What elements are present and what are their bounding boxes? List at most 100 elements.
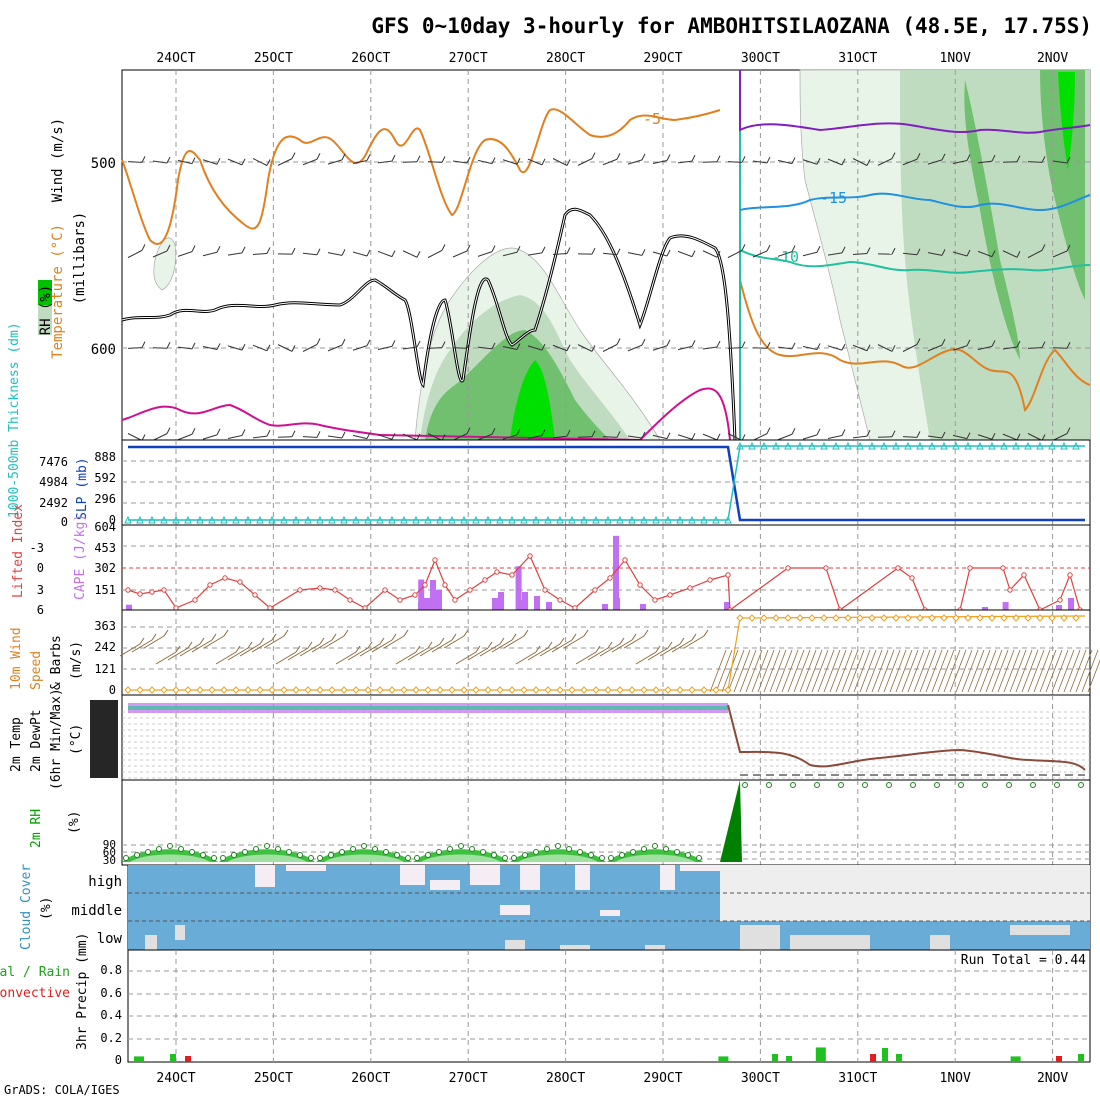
wind-barb (327, 153, 346, 165)
wind-barb (877, 247, 896, 255)
rh2m-point (814, 782, 820, 788)
wind-barb (902, 338, 921, 352)
li-point (967, 565, 973, 571)
rh2m-point (652, 843, 658, 849)
wind-speed-marker (1036, 614, 1044, 622)
thickness-marker (556, 515, 564, 524)
wind-barb (502, 246, 521, 257)
thickness-marker (892, 441, 900, 450)
wind-barb (647, 647, 669, 661)
rh2m-point (766, 782, 772, 788)
wind-barb (175, 645, 181, 653)
wind-barb (1033, 649, 1051, 693)
wind-barb (643, 629, 649, 637)
wind-barb (1027, 156, 1046, 163)
wind-barb (775, 649, 793, 693)
thickness-marker (964, 441, 972, 450)
li-point (687, 585, 693, 591)
contour-label-minus10: -10 (772, 248, 799, 266)
wind-barb (787, 649, 805, 693)
rh2m-panel: 90 60 30 2m RH (%) (29, 779, 1091, 867)
thickness-line (124, 441, 1085, 524)
wind-barb (1003, 649, 1021, 693)
wind-speed-marker (628, 686, 636, 694)
thickness-marker (904, 441, 912, 450)
wind-barb (563, 635, 585, 649)
wind-barb (627, 153, 646, 165)
li-point (382, 587, 388, 593)
cape-bar (424, 598, 430, 610)
wind-speed-marker (904, 614, 912, 622)
cape-bar (418, 579, 425, 610)
precip-panel-frame (127, 949, 1091, 1063)
rh2m-point (328, 852, 334, 858)
rh2m-point (577, 849, 583, 855)
cape-bar (1002, 602, 1009, 610)
thickness-marker (880, 441, 888, 450)
lifted-index-line (125, 553, 1083, 613)
wind-barb (452, 342, 471, 349)
thickness-marker (616, 515, 624, 524)
wind-barb (1052, 156, 1071, 164)
wind-barb (403, 629, 409, 637)
cloud-panel: high middle low Cloud Cover (%) (19, 864, 1091, 951)
temp-contour-purple (739, 70, 1091, 134)
wind-barb (602, 338, 621, 352)
rh2m-point (167, 843, 173, 849)
wind-barb (427, 156, 446, 163)
cloud-block (505, 940, 525, 950)
wind-speed-marker (892, 614, 900, 622)
wind-barb (139, 637, 145, 645)
wind-speed-marker (928, 614, 936, 622)
wind10-tick-121: 121 (94, 662, 116, 676)
rh2m-point (211, 855, 217, 861)
wind-barb (419, 643, 441, 657)
wind-barb (539, 643, 561, 657)
wind-barb (259, 637, 265, 645)
wind-barb (745, 649, 763, 693)
precip-tick-0.6: 0.6 (100, 986, 122, 1000)
wind-speed-marker (232, 686, 240, 694)
ylabel-cape: CAPE (J/kg) (73, 514, 88, 600)
thickness-marker (832, 441, 840, 450)
rh2m-tick-30: 30 (103, 854, 116, 867)
ylabel-wind10-line1: 10m Wind (9, 627, 24, 690)
wind-barb (802, 158, 821, 165)
wind-barb (559, 637, 565, 645)
wind-speed-marker (736, 614, 744, 622)
wind-barb (602, 248, 621, 256)
wind-barb (865, 649, 883, 693)
cloud-block (255, 865, 275, 887)
thickness-marker (1048, 441, 1056, 450)
ylabel-rh: RH (%) (38, 285, 54, 336)
wind-barb (571, 633, 577, 641)
cloud-layer-middle: middle (71, 903, 122, 919)
slp-tick-592: 592 (94, 471, 116, 485)
rh2m-point (599, 855, 605, 861)
li-point (207, 582, 213, 588)
cape-bar (1056, 605, 1062, 610)
wind-speed-marker (364, 686, 372, 694)
wind-barb (677, 433, 696, 440)
thickness-marker (436, 515, 444, 524)
wind10-tick-0: 0 (109, 683, 116, 697)
wind-barb (727, 156, 746, 163)
wind-barb (877, 152, 896, 166)
wind-barb (327, 249, 346, 256)
wind-speed-marker (676, 686, 684, 694)
ylabel-wind10-unit: (m/s) (69, 641, 84, 680)
rh2m-point (608, 855, 614, 861)
wind-barb (583, 629, 589, 637)
thickness-marker (1060, 441, 1068, 450)
li-point (467, 587, 473, 593)
wind-barb (452, 427, 471, 441)
temp2m-grid (122, 695, 1090, 780)
wind-barb (527, 246, 546, 256)
thickness-marker (976, 441, 984, 450)
upper-wind-barbs (127, 152, 1071, 441)
thickness-marker (124, 515, 132, 524)
pressure-tick-500: 500 (91, 156, 116, 172)
wind-barb (352, 432, 371, 440)
